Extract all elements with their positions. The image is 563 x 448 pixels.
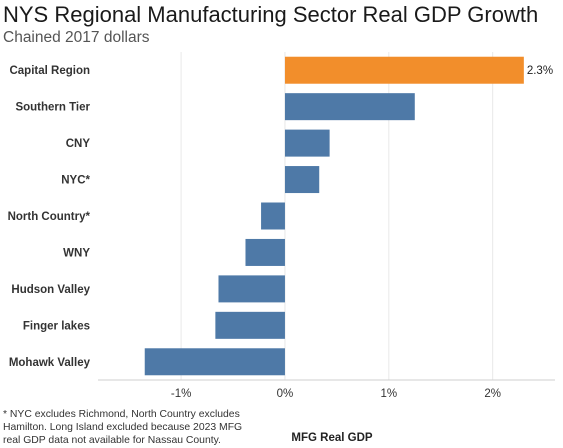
category-label: Mohawk Valley — [9, 357, 91, 369]
category-label: Hudson Valley — [11, 284, 90, 296]
category-label: NYC* — [61, 175, 90, 187]
category-label: North Country* — [8, 211, 91, 223]
bar — [284, 129, 330, 157]
x-tick-label: 1% — [381, 388, 398, 400]
x-tick-label: 0% — [277, 388, 294, 400]
category-label: CNY — [66, 138, 91, 150]
x-axis-title: MFG Real GDP — [291, 432, 373, 444]
bar — [261, 202, 285, 230]
x-tick-label: 2% — [484, 388, 501, 400]
bar — [284, 56, 524, 84]
x-tick-label: -1% — [171, 388, 191, 400]
bar — [144, 348, 285, 376]
category-label: Capital Region — [9, 65, 90, 77]
category-label: WNY — [63, 247, 90, 259]
bar — [284, 166, 320, 194]
bar — [218, 275, 285, 303]
chart-title: NYS Regional Manufacturing Sector Real G… — [3, 2, 539, 27]
data-label: 2.3% — [527, 65, 553, 77]
chart-subtitle: Chained 2017 dollars — [3, 29, 150, 46]
bar — [245, 238, 285, 266]
category-label: Finger lakes — [23, 320, 90, 332]
category-label: Southern Tier — [15, 102, 90, 114]
bar — [215, 311, 285, 339]
bar — [284, 93, 415, 121]
footnote: * NYC excludes Richmond, North Country e… — [3, 409, 243, 446]
